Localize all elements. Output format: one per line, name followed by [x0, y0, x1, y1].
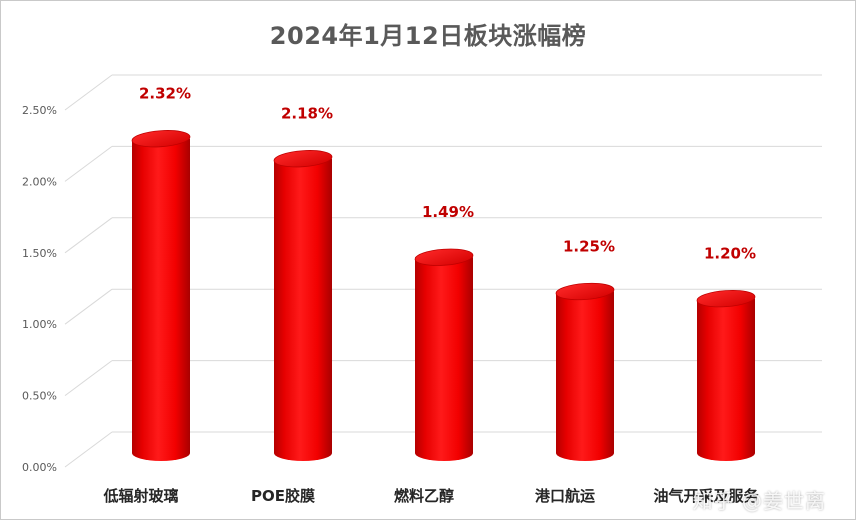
bar-body — [415, 257, 473, 461]
chart-title: 2024年1月12日板块涨幅榜 — [269, 22, 587, 50]
y-tick-label: 0.50% — [22, 390, 57, 403]
y-tick-label: 2.00% — [22, 175, 57, 188]
y-axis: 0.00% 0.50% 1.00% 1.50% 2.00% 2.50% — [22, 104, 57, 474]
bar — [696, 290, 756, 461]
gridline-diagonal — [64, 360, 113, 397]
y-tick-label: 0.00% — [22, 461, 57, 474]
bar-body — [697, 298, 755, 461]
bar — [414, 248, 474, 461]
bar — [131, 130, 191, 462]
gridline-diagonal — [64, 217, 113, 254]
bar-cap — [414, 248, 474, 266]
gridline-diagonal — [64, 288, 113, 325]
bar — [273, 150, 333, 462]
data-label: 2.18% — [281, 105, 333, 123]
gridline-diagonal — [64, 145, 113, 182]
x-tick-label: 港口航运 — [535, 487, 595, 505]
x-tick-label: 燃料乙醇 — [394, 487, 454, 505]
y-tick-label: 2.50% — [22, 104, 57, 117]
labels: 2.32% 低辐射玻璃 2.18% POE胶膜 1.49% 燃料乙醇 1.25% 港口航运 1.… — [102, 85, 759, 505]
bars — [131, 130, 756, 462]
bar-cap — [131, 130, 191, 148]
watermark: 知乎 @姜世离 — [692, 489, 826, 513]
bar-body — [274, 158, 332, 462]
y-tick-label: 1.00% — [22, 318, 57, 331]
data-label: 1.25% — [563, 238, 615, 256]
bar-body — [556, 291, 614, 461]
bar-body — [132, 138, 190, 462]
y-tick-label: 1.50% — [22, 247, 57, 260]
x-tick-label: POE胶膜 — [251, 487, 315, 505]
gridline-diagonal — [64, 431, 113, 468]
data-label: 1.49% — [422, 203, 474, 221]
x-tick-label: 低辐射玻璃 — [102, 487, 178, 505]
x-tick-label: 油气开采及服务 — [653, 487, 759, 505]
bar-cap — [273, 150, 333, 168]
bar — [555, 282, 615, 461]
data-label: 2.32% — [139, 85, 191, 103]
bar-cap — [696, 290, 756, 308]
gridline-diagonal — [64, 74, 113, 111]
data-label: 1.20% — [704, 245, 756, 263]
bar-cap — [555, 282, 615, 301]
